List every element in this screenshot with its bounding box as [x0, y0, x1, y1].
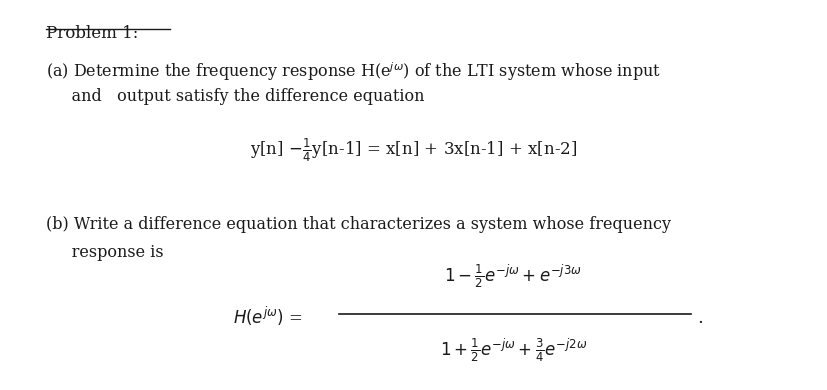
- Text: $1 + \frac{1}{2}e^{-j\omega} + \frac{3}{4}e^{-j2\omega}$: $1 + \frac{1}{2}e^{-j\omega} + \frac{3}{…: [439, 337, 586, 365]
- Text: (b) Write a difference equation that characterizes a system whose frequency: (b) Write a difference equation that cha…: [45, 216, 670, 234]
- Text: y[n] $- \frac{1}{4}$y[n-1] = x[n] + 3x[n-1] + x[n-2]: y[n] $- \frac{1}{4}$y[n-1] = x[n] + 3x[n…: [250, 136, 577, 164]
- Text: and   output satisfy the difference equation: and output satisfy the difference equati…: [45, 88, 423, 105]
- Text: $H(e^{j\omega})$ =: $H(e^{j\omega})$ =: [232, 304, 302, 328]
- Text: (a) Determine the frequency response H(e$^{j\omega}$) of the LTI system whose in: (a) Determine the frequency response H(e…: [45, 60, 660, 83]
- Text: $1 - \frac{1}{2}e^{-j\omega} + e^{-j3\omega}$: $1 - \frac{1}{2}e^{-j\omega} + e^{-j3\om…: [444, 262, 581, 291]
- Text: response is: response is: [45, 244, 163, 261]
- Text: Problem 1:: Problem 1:: [45, 25, 138, 43]
- Text: .: .: [696, 309, 702, 327]
